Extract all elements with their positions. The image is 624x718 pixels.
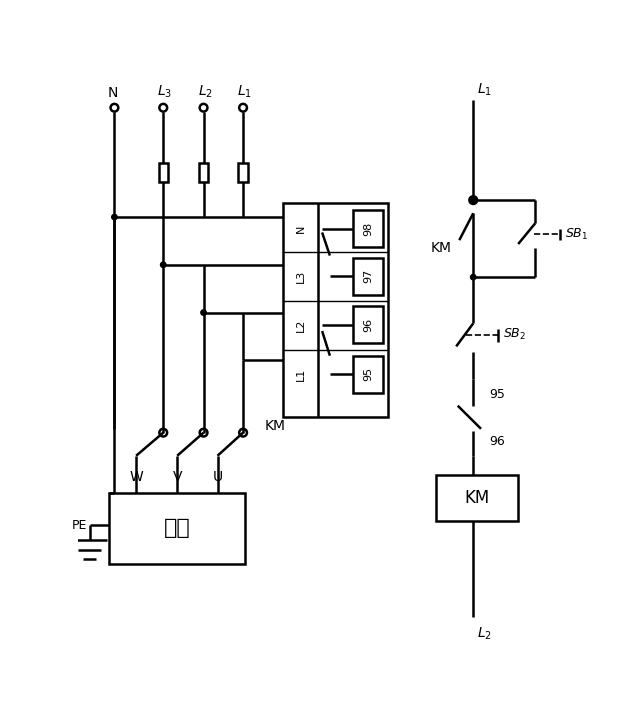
FancyBboxPatch shape <box>199 163 208 182</box>
FancyBboxPatch shape <box>353 307 383 343</box>
FancyBboxPatch shape <box>158 163 168 182</box>
FancyBboxPatch shape <box>353 355 383 393</box>
Text: 96: 96 <box>363 318 373 332</box>
Text: 95: 95 <box>489 388 505 401</box>
FancyBboxPatch shape <box>238 163 248 182</box>
FancyBboxPatch shape <box>436 475 518 521</box>
FancyBboxPatch shape <box>283 203 388 417</box>
Text: PE: PE <box>72 518 87 531</box>
Text: N: N <box>295 225 305 233</box>
Text: 98: 98 <box>363 221 373 236</box>
Text: V: V <box>172 470 182 484</box>
Circle shape <box>201 310 207 315</box>
Text: 97: 97 <box>363 269 373 284</box>
Text: $L_1$: $L_1$ <box>237 83 252 100</box>
Text: KM: KM <box>265 419 286 434</box>
Text: N: N <box>108 86 118 100</box>
Text: L3: L3 <box>295 270 305 283</box>
Text: $L_1$: $L_1$ <box>477 81 492 98</box>
Text: 95: 95 <box>363 367 373 381</box>
FancyBboxPatch shape <box>353 210 383 247</box>
Text: W: W <box>129 470 143 484</box>
Text: $L_2$: $L_2$ <box>198 83 213 100</box>
Circle shape <box>112 215 117 220</box>
Text: KM: KM <box>431 241 452 255</box>
Circle shape <box>470 197 476 202</box>
Text: KM: KM <box>464 489 490 507</box>
Text: L1: L1 <box>295 368 305 381</box>
Text: U: U <box>212 470 223 484</box>
Text: L2: L2 <box>295 318 305 332</box>
Text: $L_2$: $L_2$ <box>477 625 492 642</box>
FancyBboxPatch shape <box>353 258 383 295</box>
Text: 负载: 负载 <box>163 518 190 538</box>
Circle shape <box>470 274 476 280</box>
Text: $SB_2$: $SB_2$ <box>503 327 526 342</box>
Circle shape <box>160 262 166 268</box>
FancyBboxPatch shape <box>109 493 245 564</box>
Text: 96: 96 <box>489 435 504 449</box>
Text: $L_3$: $L_3$ <box>157 83 172 100</box>
Text: $SB_1$: $SB_1$ <box>565 226 588 241</box>
